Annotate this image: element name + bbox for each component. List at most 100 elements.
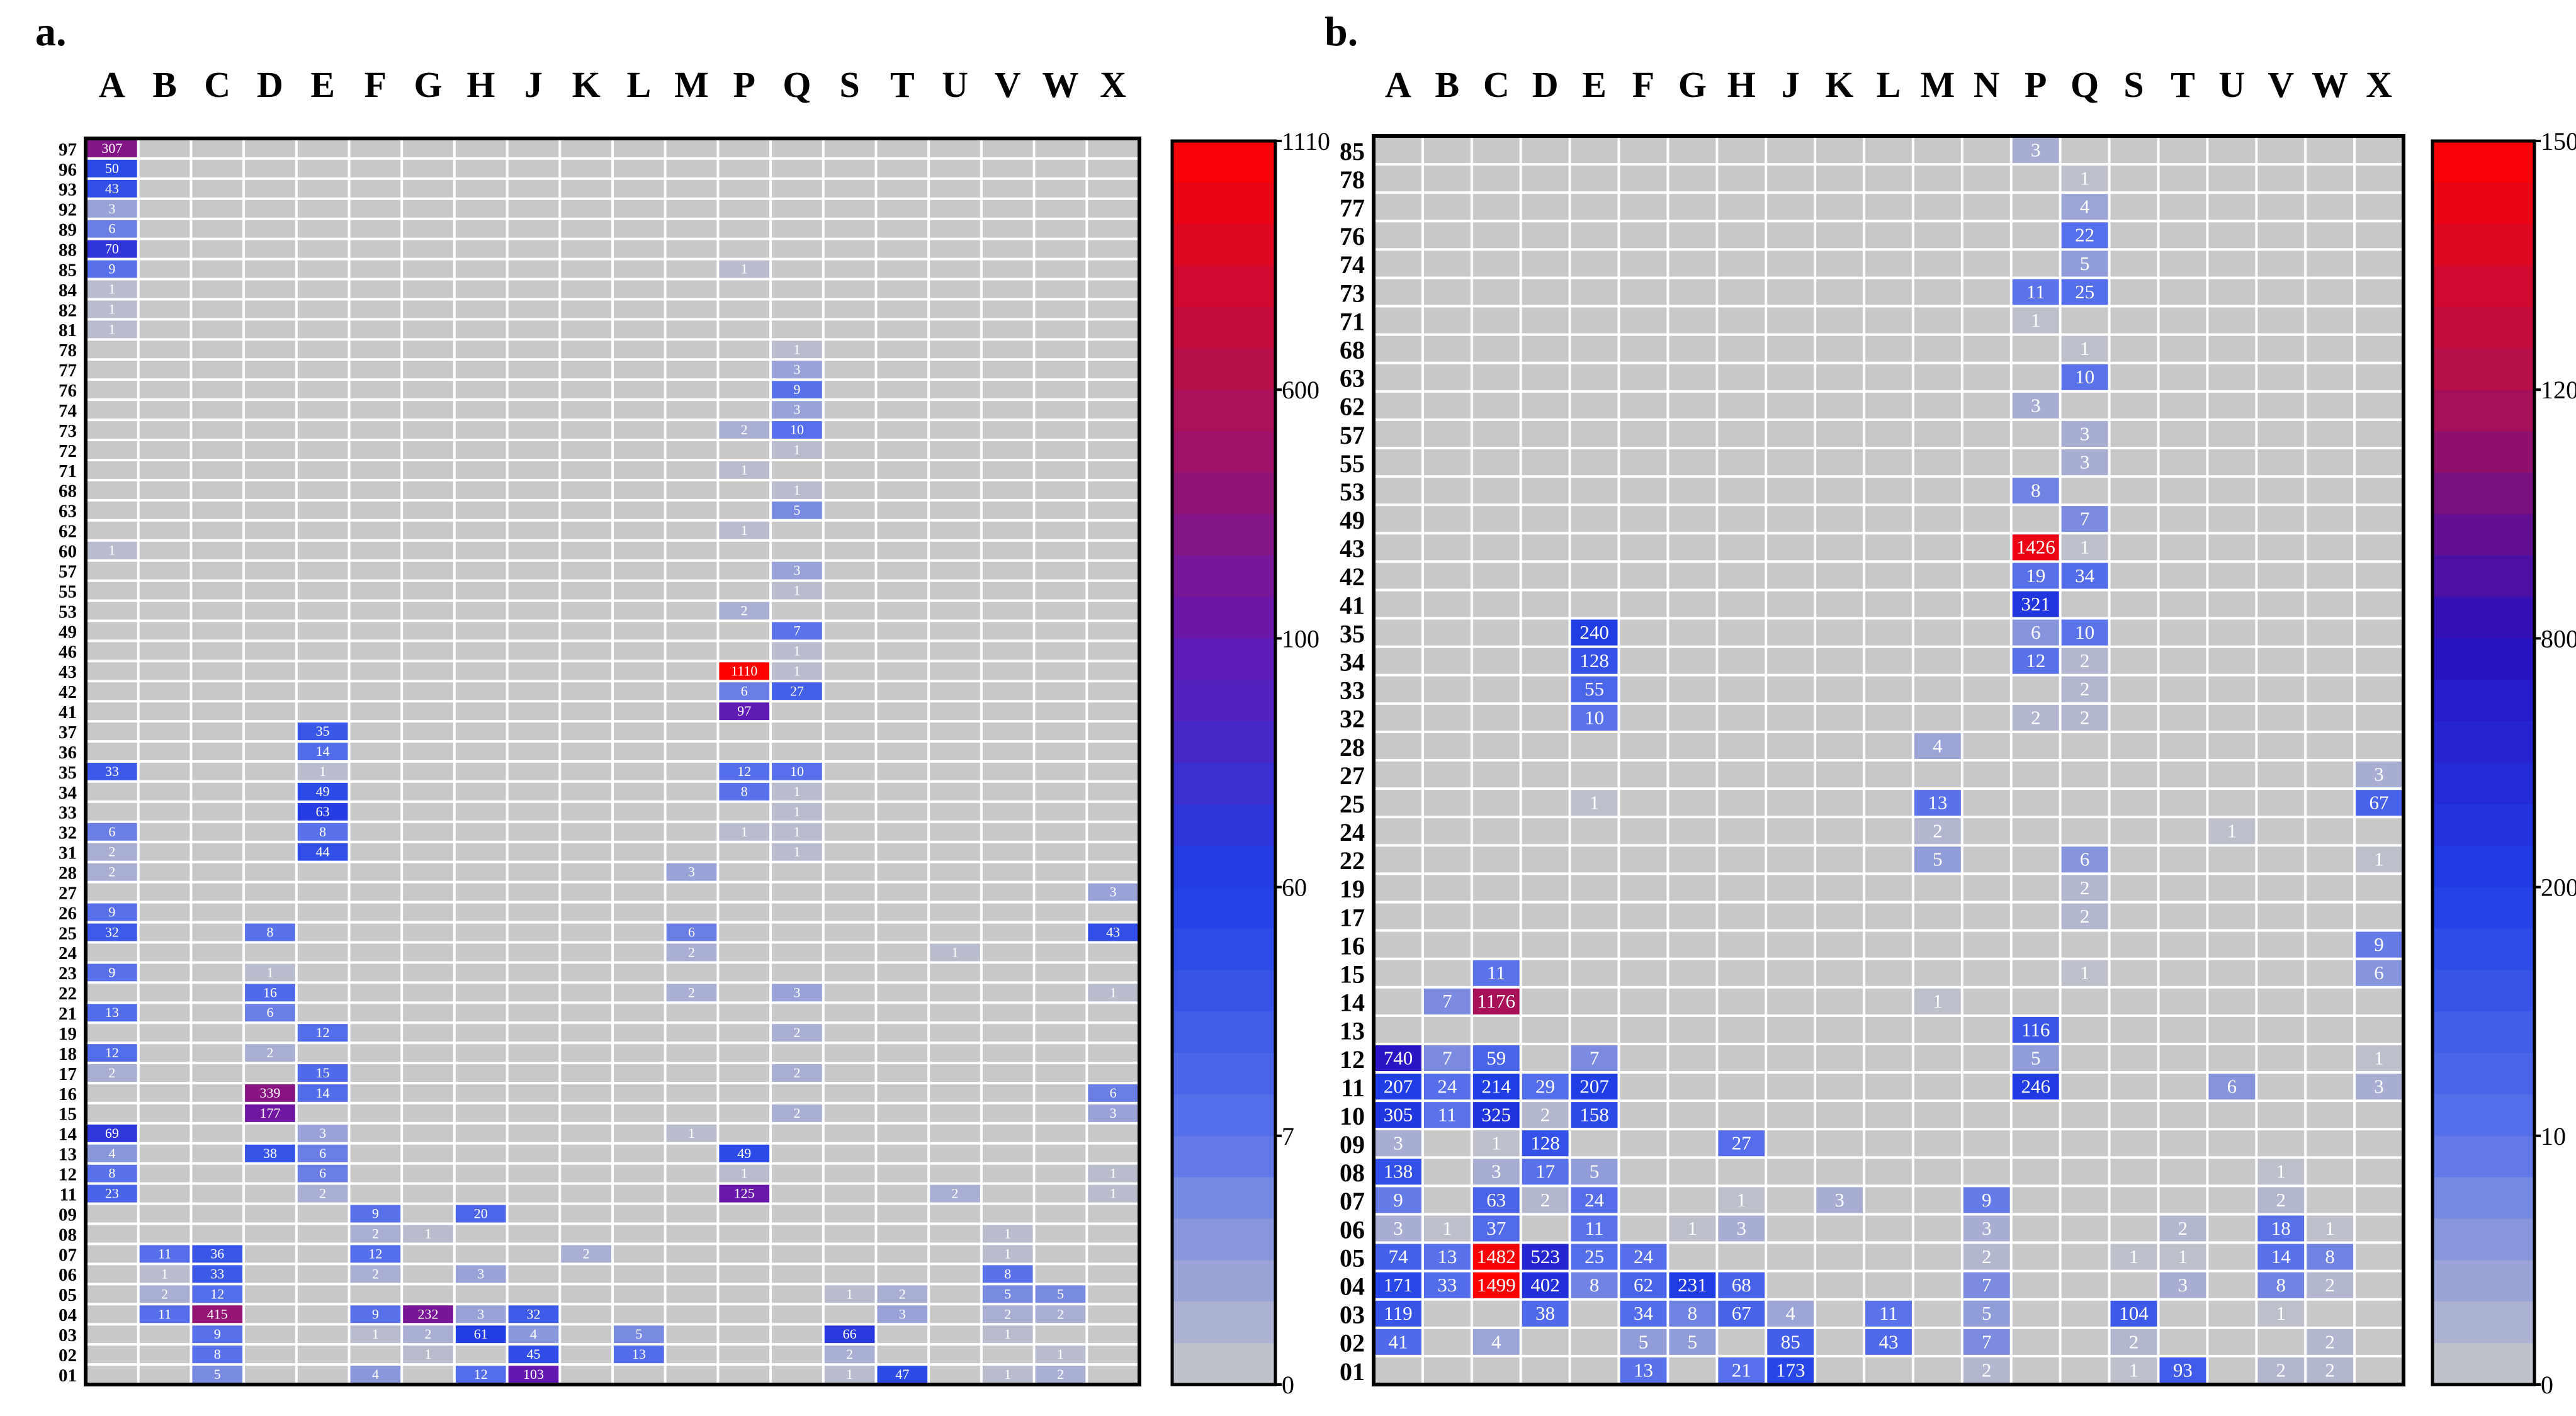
cell-value-label: 1 — [108, 321, 115, 337]
cell-value-label: 1 — [952, 944, 959, 960]
cell-value-label: 1 — [1110, 1166, 1117, 1181]
heatmap-cell — [2305, 1356, 2355, 1385]
column-label: S — [840, 64, 860, 105]
heatmap-cell — [1668, 1299, 1717, 1328]
row-label: 57 — [1340, 421, 1365, 449]
cell-value-label: 11 — [1585, 1217, 1604, 1239]
column-label: C — [204, 64, 230, 105]
cell-value-label: 6 — [741, 683, 748, 699]
colorbar-swatch — [1172, 348, 1275, 390]
row-label: 63 — [1340, 364, 1365, 393]
heatmap-cell — [86, 218, 138, 239]
row-label: 76 — [1340, 222, 1365, 250]
heatmap-cell — [349, 1364, 402, 1385]
cell-value-label: 1 — [2080, 962, 2090, 984]
heatmap-cell — [191, 1264, 244, 1284]
cell-value-label: 13 — [632, 1346, 646, 1362]
column-label: X — [2366, 64, 2392, 105]
cell-value-label: 3 — [2031, 394, 2041, 416]
heatmap-cell — [2011, 1015, 2060, 1044]
colorbar-swatch — [2432, 845, 2534, 888]
heatmap-cell — [2109, 1356, 2159, 1385]
colorbar-swatch — [2432, 1094, 2534, 1137]
row-label: 17 — [1340, 903, 1365, 931]
heatmap-cell — [86, 178, 138, 199]
cell-value-label: 21 — [1732, 1359, 1751, 1381]
column-label: Q — [782, 64, 811, 105]
row-label: 03 — [1340, 1301, 1365, 1329]
heatmap-cell — [876, 1364, 929, 1385]
colorbar-swatch — [1172, 1177, 1275, 1220]
heatmap-cell — [2305, 1271, 2355, 1300]
cell-value-label: 7 — [2080, 508, 2090, 530]
heatmap-cell — [86, 761, 138, 782]
heatmap-cell — [1912, 731, 1962, 760]
row-label: 02 — [59, 1346, 77, 1366]
cell-value-label: 1 — [793, 663, 800, 678]
cell-value-label: 2 — [161, 1286, 168, 1301]
heatmap-cell — [1520, 1271, 1570, 1300]
heatmap-cell — [2011, 136, 2060, 165]
heatmap-cell — [718, 1143, 771, 1164]
heatmap-cell — [823, 1364, 876, 1385]
cell-value-label: 116 — [2021, 1018, 2050, 1040]
colorbar-swatch — [1172, 680, 1275, 722]
cell-value-label: 246 — [2021, 1075, 2050, 1097]
cell-value-label: 14 — [316, 743, 330, 759]
heatmap-cell — [771, 580, 823, 601]
heatmap-cell — [1569, 1271, 1619, 1300]
colorbar-swatch — [2432, 1343, 2534, 1385]
cell-value-label: 402 — [1530, 1274, 1560, 1296]
heatmap-cell — [771, 841, 823, 862]
heatmap-cell — [1618, 1327, 1668, 1356]
column-label: P — [2025, 64, 2047, 105]
row-label: 07 — [59, 1245, 77, 1265]
heatmap-cell — [402, 1344, 455, 1365]
cell-value-label: 1 — [1110, 984, 1117, 1000]
heatmap-cell — [1569, 618, 1619, 647]
cell-value-label: 2 — [846, 1346, 853, 1362]
heatmap-frame — [84, 137, 1141, 1386]
colorbar-swatch — [1172, 390, 1275, 432]
heatmap-cell — [771, 480, 823, 500]
cell-value-label: 9 — [372, 1306, 379, 1322]
heatmap-cell — [138, 1304, 191, 1325]
heatmap-cell — [454, 1324, 507, 1345]
heatmap-cell — [2060, 675, 2110, 704]
colorbar-swatch — [2432, 638, 2534, 680]
column-label: U — [942, 64, 968, 105]
cell-value-label: 1 — [793, 844, 800, 860]
cell-value-label: 2 — [266, 1045, 273, 1060]
row-label: 09 — [1340, 1130, 1365, 1159]
cell-value-label: 207 — [1579, 1075, 1609, 1097]
heatmap-cell — [86, 902, 138, 923]
cell-value-label: 9 — [214, 1326, 221, 1342]
cell-value-label: 1 — [741, 522, 748, 538]
heatmap-cell — [349, 1203, 402, 1224]
cell-value-label: 9 — [1393, 1189, 1403, 1211]
cell-value-label: 6 — [108, 221, 115, 237]
colorbar-swatch — [2432, 1053, 2534, 1095]
cell-value-label: 1 — [2276, 1302, 2286, 1324]
cell-value-label: 66 — [843, 1326, 857, 1342]
heatmap-cell — [1668, 1271, 1717, 1300]
cell-value-label: 4 — [530, 1326, 537, 1342]
colorbar-swatch — [1172, 514, 1275, 556]
heatmap-cell — [2158, 1214, 2208, 1243]
colorbar-tick-label: 60 — [1282, 874, 1307, 902]
cell-value-label: 38 — [263, 1145, 277, 1161]
row-label: 06 — [59, 1265, 77, 1285]
heatmap-cell — [2354, 930, 2404, 959]
row-label: 24 — [1340, 818, 1365, 846]
heatmap-cell — [1034, 1304, 1087, 1325]
heatmap-cell — [1618, 1356, 1668, 1385]
heatmap-cell — [507, 1364, 560, 1385]
heatmap-cell — [86, 299, 138, 320]
heatmap-cell — [1471, 1072, 1521, 1101]
cell-value-label: 1 — [425, 1226, 432, 1242]
heatmap-cell — [771, 1103, 823, 1123]
cell-value-label: 13 — [1437, 1245, 1457, 1267]
cell-value-label: 1 — [1057, 1346, 1064, 1362]
heatmap-cell — [2354, 958, 2404, 987]
